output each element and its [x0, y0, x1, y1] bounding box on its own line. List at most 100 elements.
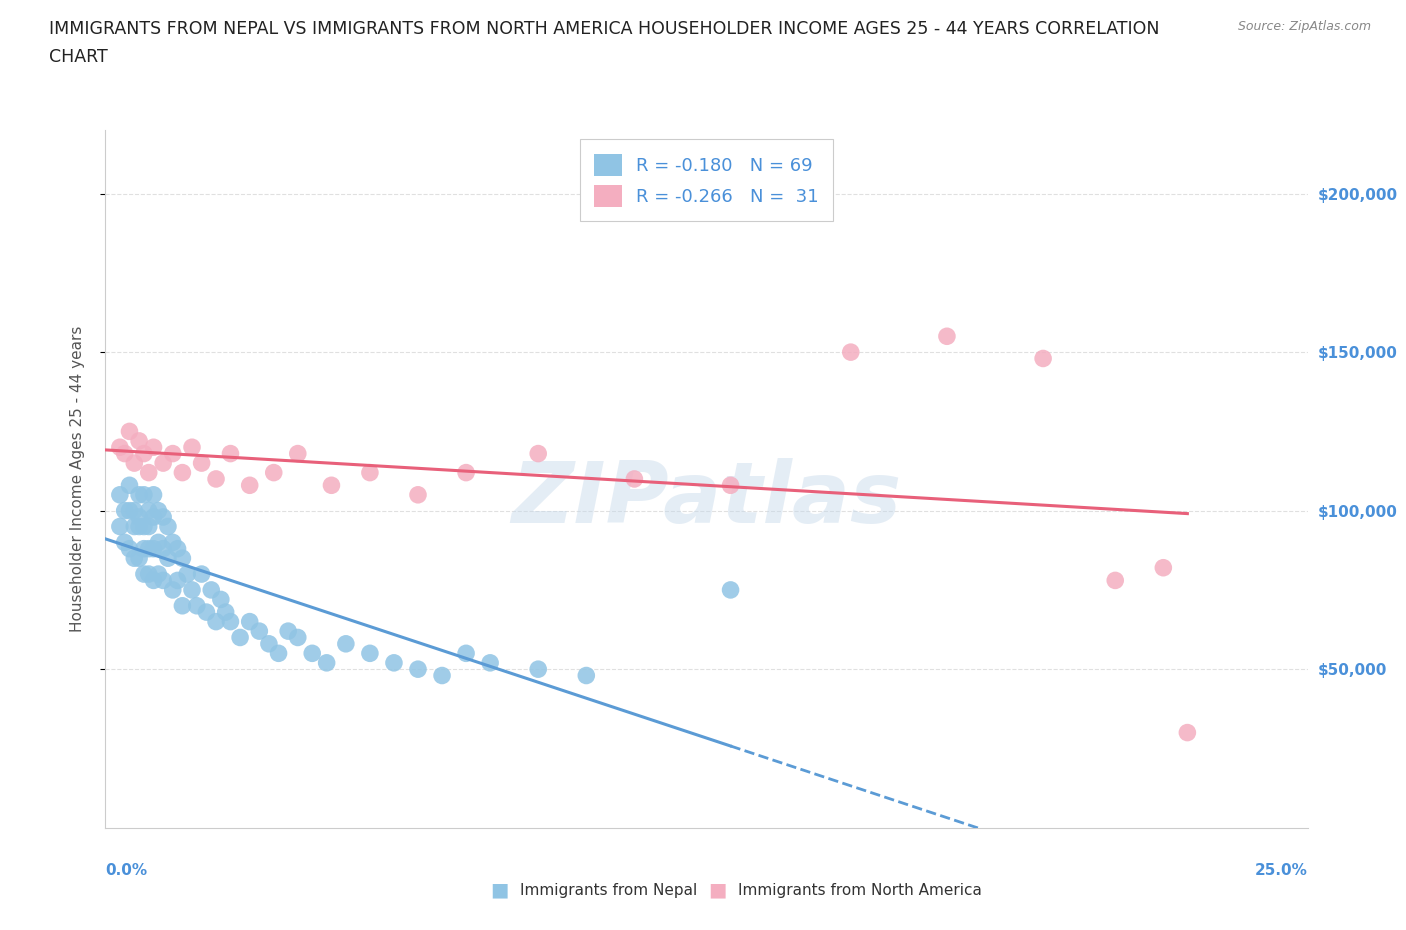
Point — [148, 566, 170, 581]
Point — [138, 503, 160, 518]
Point — [219, 614, 242, 629]
Point — [138, 465, 160, 480]
Point — [128, 519, 150, 534]
Point — [1104, 573, 1126, 588]
Text: Immigrants from Nepal: Immigrants from Nepal — [520, 883, 697, 897]
Point — [124, 503, 146, 518]
Point — [623, 472, 645, 486]
Point — [108, 440, 131, 455]
Point — [148, 503, 170, 518]
Point — [219, 446, 242, 461]
Point — [152, 541, 174, 556]
Point — [142, 440, 165, 455]
Point — [277, 624, 299, 639]
Point — [152, 510, 174, 525]
Point — [454, 646, 477, 661]
Point — [359, 465, 381, 480]
Point — [190, 456, 212, 471]
Point — [138, 541, 160, 556]
Point — [132, 519, 155, 534]
Text: ■: ■ — [489, 881, 509, 899]
Point — [132, 487, 155, 502]
Point — [186, 598, 208, 613]
Point — [527, 446, 550, 461]
Text: ZIPatlas: ZIPatlas — [512, 458, 901, 541]
Point — [454, 465, 477, 480]
Point — [124, 551, 146, 565]
Point — [1175, 725, 1198, 740]
Point — [162, 582, 184, 597]
Point — [162, 446, 184, 461]
Point — [142, 487, 165, 502]
Point — [287, 630, 309, 644]
Point — [359, 646, 381, 661]
Point — [166, 541, 188, 556]
Point — [128, 487, 150, 502]
Legend: R = -0.180   N = 69, R = -0.266   N =  31: R = -0.180 N = 69, R = -0.266 N = 31 — [581, 140, 832, 221]
Point — [156, 551, 179, 565]
Point — [720, 582, 742, 597]
Point — [575, 668, 598, 683]
Text: ■: ■ — [707, 881, 727, 899]
Point — [229, 630, 252, 644]
Y-axis label: Householder Income Ages 25 - 44 years: Householder Income Ages 25 - 44 years — [70, 326, 84, 632]
Point — [172, 551, 194, 565]
Point — [181, 582, 204, 597]
Point — [172, 598, 194, 613]
Point — [263, 465, 285, 480]
Point — [114, 446, 136, 461]
Point — [406, 487, 429, 502]
Point — [138, 566, 160, 581]
Point — [148, 535, 170, 550]
Point — [321, 478, 343, 493]
Point — [315, 656, 337, 671]
Point — [1152, 560, 1174, 575]
Point — [287, 446, 309, 461]
Text: CHART: CHART — [49, 48, 108, 66]
Point — [190, 566, 212, 581]
Point — [108, 519, 131, 534]
Point — [114, 503, 136, 518]
Point — [156, 519, 179, 534]
Point — [200, 582, 222, 597]
Point — [181, 440, 204, 455]
Point — [205, 614, 228, 629]
Point — [214, 604, 236, 619]
Point — [128, 510, 150, 525]
Point — [132, 541, 155, 556]
Point — [195, 604, 218, 619]
Point — [335, 636, 357, 651]
Text: Immigrants from North America: Immigrants from North America — [738, 883, 981, 897]
Text: IMMIGRANTS FROM NEPAL VS IMMIGRANTS FROM NORTH AMERICA HOUSEHOLDER INCOME AGES 2: IMMIGRANTS FROM NEPAL VS IMMIGRANTS FROM… — [49, 20, 1160, 38]
Point — [138, 519, 160, 534]
Point — [479, 656, 502, 671]
Point — [839, 345, 862, 360]
Point — [124, 456, 146, 471]
Point — [128, 433, 150, 448]
Point — [382, 656, 405, 671]
Point — [132, 446, 155, 461]
Point — [430, 668, 453, 683]
Point — [239, 614, 262, 629]
Point — [172, 465, 194, 480]
Point — [162, 535, 184, 550]
Point — [936, 329, 959, 344]
Point — [267, 646, 290, 661]
Point — [301, 646, 323, 661]
Text: Source: ZipAtlas.com: Source: ZipAtlas.com — [1237, 20, 1371, 33]
Point — [128, 551, 150, 565]
Point — [132, 566, 155, 581]
Point — [247, 624, 270, 639]
Point — [118, 424, 141, 439]
Point — [527, 662, 550, 677]
Point — [406, 662, 429, 677]
Text: 0.0%: 0.0% — [105, 863, 148, 878]
Point — [209, 592, 232, 607]
Text: 25.0%: 25.0% — [1254, 863, 1308, 878]
Point — [152, 573, 174, 588]
Point — [257, 636, 280, 651]
Point — [176, 566, 198, 581]
Point — [124, 519, 146, 534]
Point — [152, 456, 174, 471]
Point — [142, 573, 165, 588]
